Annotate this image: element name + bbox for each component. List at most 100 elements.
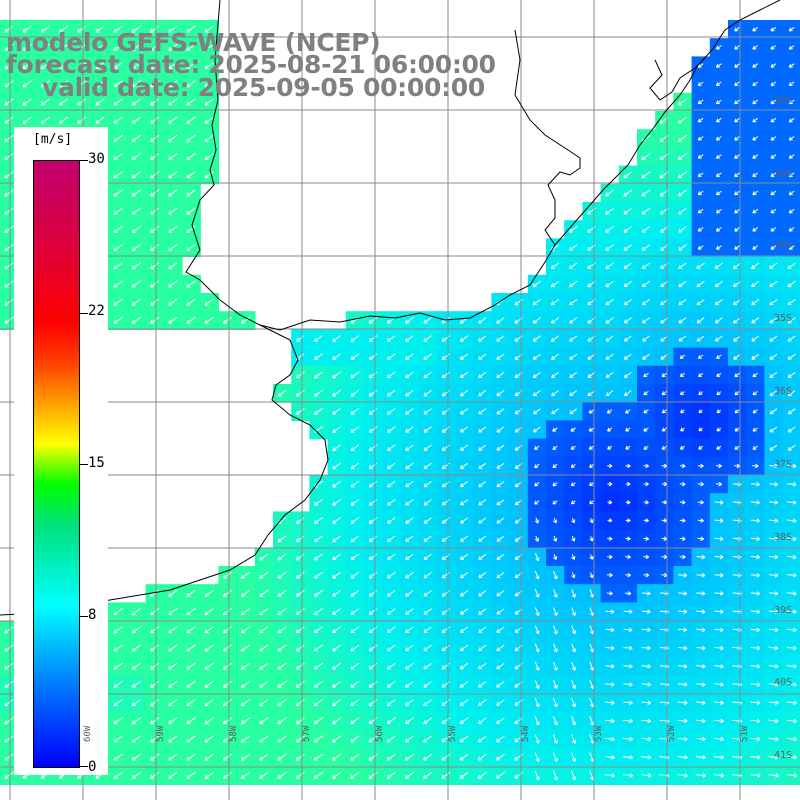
wind-arrow bbox=[168, 771, 178, 779]
wind-arrow bbox=[459, 608, 469, 615]
wind-arrow bbox=[641, 700, 651, 705]
wind-arrow bbox=[605, 700, 615, 705]
wind-arrow bbox=[697, 136, 704, 141]
wind-arrow bbox=[571, 698, 577, 708]
wind-arrow bbox=[643, 409, 649, 414]
wind-arrow bbox=[569, 390, 578, 397]
wind-arrow bbox=[222, 626, 233, 634]
wind-arrow bbox=[552, 445, 558, 450]
wind-arrow bbox=[423, 571, 432, 579]
wind-arrow bbox=[477, 753, 487, 761]
wind-arrow bbox=[149, 262, 160, 270]
wind-arrow bbox=[734, 154, 740, 159]
wind-arrow bbox=[204, 626, 214, 634]
wind-arrow bbox=[496, 608, 505, 615]
wind-arrow bbox=[643, 463, 649, 469]
wind-arrow bbox=[4, 644, 14, 652]
wind-arrow bbox=[168, 116, 178, 124]
wind-arrow bbox=[222, 644, 233, 652]
wind-arrow bbox=[571, 716, 577, 726]
wind-arrow bbox=[643, 536, 649, 541]
wind-arrow bbox=[332, 553, 341, 561]
wind-arrow bbox=[259, 771, 269, 779]
wind-arrow bbox=[787, 609, 797, 614]
wind-arrow bbox=[423, 426, 432, 433]
wind-arrow bbox=[750, 700, 761, 705]
wind-arrow bbox=[714, 262, 723, 269]
wind-arrow bbox=[204, 298, 214, 306]
wind-arrow bbox=[734, 227, 740, 232]
wind-arrow bbox=[677, 755, 688, 760]
wind-arrow bbox=[714, 317, 723, 324]
wind-arrow bbox=[571, 536, 576, 542]
wind-arrow bbox=[625, 500, 631, 505]
wind-arrow bbox=[678, 335, 687, 342]
wind-arrow bbox=[131, 298, 142, 306]
wind-arrow bbox=[734, 81, 740, 86]
wind-arrow bbox=[714, 500, 724, 505]
wind-arrow bbox=[769, 426, 778, 433]
wind-arrow bbox=[788, 154, 795, 159]
wind-arrow bbox=[295, 535, 305, 543]
wind-arrow bbox=[22, 80, 32, 88]
wind-arrow bbox=[588, 409, 595, 414]
wind-arrow bbox=[553, 517, 558, 524]
wind-arrow bbox=[552, 734, 558, 744]
lon-label: 59W bbox=[156, 725, 166, 742]
wind-arrow bbox=[168, 61, 178, 70]
wind-arrow bbox=[387, 480, 396, 488]
wind-arrow bbox=[168, 298, 178, 306]
wind-arrow bbox=[259, 607, 269, 616]
wind-arrow bbox=[186, 225, 196, 233]
wind-arrow bbox=[571, 643, 576, 653]
wind-arrow bbox=[77, 61, 87, 70]
wind-arrow bbox=[553, 661, 558, 671]
lat-label: 37S bbox=[773, 459, 792, 470]
wind-arrow bbox=[752, 136, 759, 141]
wind-arrow bbox=[40, 98, 51, 106]
wind-arrow bbox=[478, 426, 487, 433]
wind-arrow bbox=[22, 25, 32, 33]
wind-arrow bbox=[295, 407, 305, 415]
wind-arrow bbox=[168, 316, 178, 324]
wind-arrow bbox=[332, 662, 342, 670]
wind-arrow bbox=[770, 63, 777, 68]
wind-arrow bbox=[4, 680, 14, 688]
wind-arrow bbox=[186, 298, 196, 306]
wind-arrow bbox=[678, 609, 688, 614]
wind-arrow bbox=[186, 662, 196, 670]
wind-arrow bbox=[496, 626, 505, 633]
wind-arrow bbox=[386, 608, 396, 615]
colorbar-tick bbox=[80, 313, 88, 314]
wind-arrow bbox=[131, 152, 142, 161]
wind-arrow bbox=[222, 771, 233, 779]
wind-arrow bbox=[734, 427, 740, 432]
wind-arrow bbox=[677, 171, 687, 179]
wind-arrow bbox=[770, 190, 777, 196]
wind-arrow bbox=[295, 735, 305, 743]
wind-arrow bbox=[569, 353, 578, 360]
lon-label: 55W bbox=[448, 725, 458, 742]
wind-arrow bbox=[168, 171, 178, 179]
wind-arrow bbox=[368, 499, 378, 506]
wind-arrow bbox=[496, 408, 505, 415]
wind-arrow bbox=[788, 208, 795, 214]
wind-arrow bbox=[405, 316, 414, 324]
wind-arrow bbox=[186, 80, 196, 88]
wind-arrow bbox=[588, 427, 595, 432]
wind-arrow bbox=[550, 335, 560, 342]
wind-arrow bbox=[750, 591, 761, 596]
wind-arrow bbox=[534, 625, 540, 635]
wind-arrow bbox=[605, 298, 614, 306]
wind-arrow bbox=[478, 353, 487, 360]
wind-arrow bbox=[532, 335, 541, 342]
wind-arrow bbox=[770, 172, 777, 177]
wind-arrow bbox=[533, 426, 541, 433]
wind-arrow bbox=[332, 480, 341, 488]
wind-arrow bbox=[295, 771, 305, 779]
wind-arrow bbox=[551, 408, 559, 415]
wind-arrow bbox=[770, 136, 777, 141]
wind-arrow bbox=[477, 717, 487, 725]
wind-arrow bbox=[714, 664, 724, 669]
